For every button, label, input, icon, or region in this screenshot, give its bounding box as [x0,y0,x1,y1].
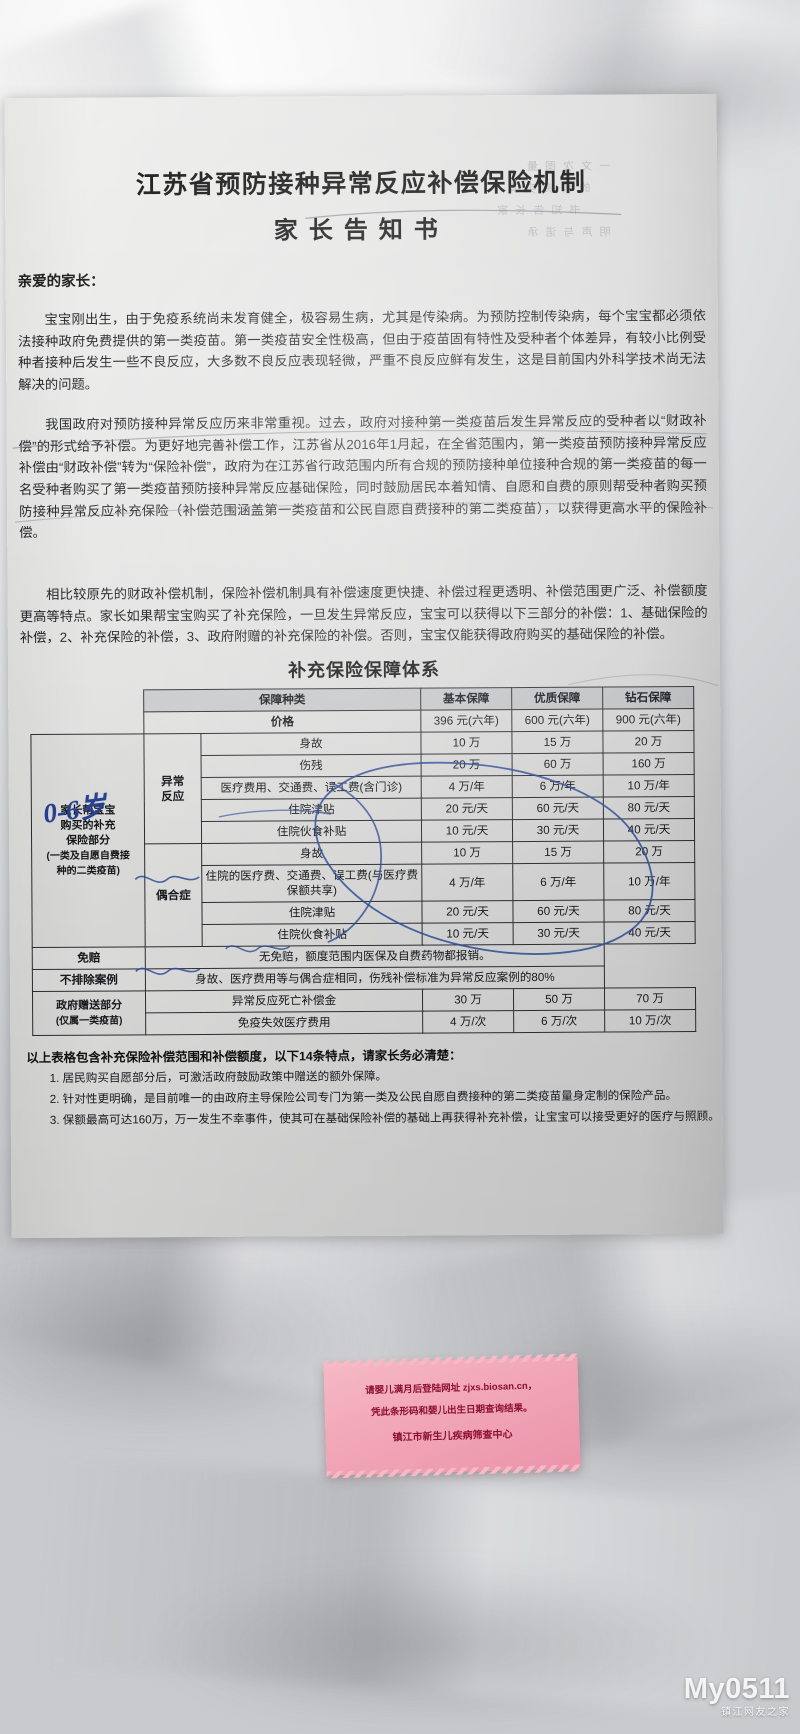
page-subtitle: 家长告知书 [273,216,449,245]
section-name-line: 异常 [161,774,185,788]
cell-value: 10 万 [421,841,513,865]
bedding-shadow [150,1560,710,1730]
table-header-category: 保障种类 [143,688,421,712]
left-group-line: 保险部分 [66,834,111,847]
cell-value: 20 万 [603,840,695,864]
body-paragraph-1: 宝宝刚出生，由于免疫系统尚未发育健全，极容易生病，尤其是传染病。为预防控制传染病… [17,308,707,393]
exclusion-label: 不排除案例 [32,968,146,992]
cell-value: 40 元/天 [603,818,695,842]
cell-value: 60 万 [512,753,604,776]
cell-value: 4 万/次 [422,1010,514,1034]
left-group-line: (一类及自愿自费接 [46,849,130,862]
table-header-col-2: 钻石保障 [602,686,694,710]
cell-value: 6 万/年 [512,775,604,798]
cell-value: 10 元/天 [422,922,514,946]
row-label: 免疫失效医疗费用 [145,1011,423,1035]
price-row-label: 价格 [143,710,421,734]
cell-value: 4 万/年 [421,863,513,902]
cell-value: 20 万 [602,730,695,754]
coverage-table: 保障种类 基本保障 优质保障 钻石保障 价格 396 元(六年) 600 元(六… [30,686,696,1036]
cell-value: 10 元/天 [421,819,513,843]
cell-value: 10 万/年 [603,774,695,798]
slip-line-3: 镇江市新生儿疾病筛查中心 [392,1429,513,1444]
cell-value: 50 万 [513,988,605,1011]
section-name-line: 偶合症 [155,888,191,902]
row-label: 异常反应死亡补偿金 [145,989,423,1013]
deductible-value: 无免赔，额度范围内医保及自费药物都报销。 [145,944,605,969]
cell-value: 70 万 [604,987,696,1011]
cell-value: 4 万/年 [421,775,513,799]
row-label: 住院伙食补贴 [202,923,423,947]
section-name-line: 反应 [161,789,185,803]
left-group-line: 购买的补充 [60,819,116,832]
cell-value: 30 元/天 [513,922,605,945]
cell-value: 160 万 [603,752,695,776]
cell-value: 60 元/天 [512,900,605,923]
list-item: 针对性更明确，是目前唯一的由政府主导保险公司专门为第一类及公民自愿自费接种的第二… [63,1087,723,1109]
body-paragraph-3: 相比较原先的财政补偿机制，保险补偿机制具有补偿速度更快捷、补偿过程更透明、补偿范… [19,583,708,646]
row-label: 住院伙食补贴 [201,820,422,844]
table-title: 补充保险保障体系 [287,659,441,681]
deductible-label: 免赔 [32,946,146,970]
slip-line-1: 请婴儿满月后登陆网址 zjxs.biosan.cn， [365,1380,538,1397]
cell-value: 20 元/天 [421,900,514,924]
table-header-col-1: 优质保障 [511,687,603,710]
cell-value: 20 万 [421,753,513,777]
price-basic: 396 元(六年) [420,709,512,733]
bedding-shadow [0,1240,380,1440]
cell-value: 20 元/天 [421,797,513,821]
screening-center-slip: 请婴儿满月后登陆网址 zjxs.biosan.cn， 凭此条形码和婴儿出生日期查… [323,1353,581,1479]
price-diamond: 900 元(六年) [602,708,694,732]
cell-value: 6 万/次 [513,1010,605,1033]
row-label: 身故 [201,842,422,866]
cell-value: 40 元/天 [604,921,696,945]
exclusion-value: 身故、医疗费用等与偶合症相同，伤残补偿标准为异常反应案例的80% [145,966,605,991]
cell-value: 80 元/天 [603,899,696,923]
notes-list: 居民购买自愿部分后，可激活政府鼓励政策中赠送的额外保障。 针对性更明确，是目前唯… [32,1066,722,1133]
left-group-line: 种的二类疫苗) [56,864,120,877]
cell-value: 30 万 [422,988,514,1012]
row-label: 住院津贴 [201,798,422,822]
cell-value: 30 元/天 [512,819,604,842]
salutation: 亲爱的家长： [17,273,105,291]
cell-value: 60 元/天 [512,797,604,820]
row-label: 住院的医疗费、交通费、误工费(与医疗费保额共享) [201,864,422,903]
notes-heading: 以上表格包含补充保险补偿范围和补偿额度，以下14条特点，请家长务必清楚： [26,1048,462,1066]
row-label: 住院津贴 [201,901,423,925]
cell-value: 15 万 [512,841,604,864]
cell-value: 10 万/年 [603,862,695,901]
gov-group-line: (仅属一类疫苗) [55,1014,123,1027]
cell-value: 10 万/次 [604,1009,696,1033]
page-title: 江苏省预防接种异常反应补偿保险机制 [135,168,587,200]
document-sheet: 一 文 次 图 量 的 料 资 实 真 书 知 告 长 家 明 声 与 诺 承 … [4,93,724,1239]
cell-value: 80 元/天 [603,796,695,820]
gov-group-line: 政府赠送部分 [56,998,123,1012]
price-premium: 600 元(六年) [511,709,603,732]
row-label: 身故 [200,732,422,756]
list-item: 居民购买自愿部分后，可激活政府鼓励政策中赠送的额外保障。 [62,1066,722,1088]
slip-line-2: 凭此条形码和婴儿出生日期查询结果。 [370,1402,533,1419]
cell-value: 6 万/年 [512,863,604,901]
cell-value: 15 万 [511,731,604,754]
list-item: 保额最高可达160万，万一发生不幸事件，使其可在基础保险补偿的基础上再获得补充补… [63,1108,723,1130]
row-label: 医疗费用、交通费、误工费(含门诊) [201,776,422,800]
body-paragraph-2: 我国政府对预防接种异常反应历来非常重视。过去，政府对接种第一类疫苗后发生异常反应… [18,413,708,541]
cell-value: 10 万 [420,731,513,755]
row-label: 伤残 [201,754,422,778]
table-header-col-0: 基本保障 [420,687,512,711]
left-group-line: 家长帮宝宝 [60,804,116,817]
